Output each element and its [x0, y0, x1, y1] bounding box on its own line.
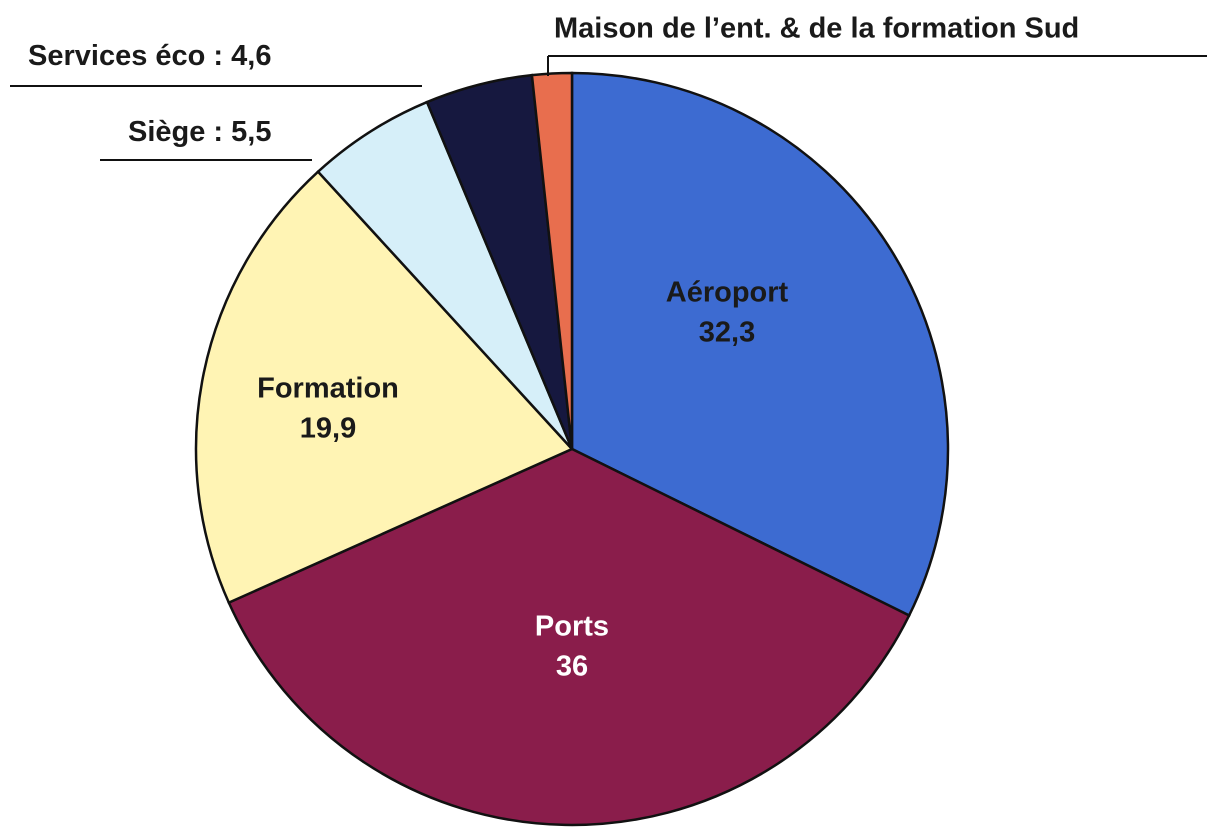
slice-value-label: 19,9 — [300, 413, 356, 445]
slice-label: Aéroport — [666, 277, 789, 309]
pie-slice — [194, 169, 575, 605]
slice-value-label: 32,3 — [699, 317, 755, 349]
slice-label-name: Services éco — [28, 40, 205, 72]
slice-label-name: Siège — [128, 116, 205, 148]
slice-value-label: 4,6 — [231, 40, 271, 72]
slice-label: Services éco : 4,6 — [28, 40, 271, 72]
slice-value-label: 36 — [556, 651, 588, 683]
slice-label-separator: : — [205, 40, 231, 72]
pie-slice — [530, 71, 574, 450]
slice-label-separator: : — [205, 116, 231, 148]
slice-value-label: 5,5 — [231, 116, 271, 148]
pie-slice — [227, 447, 911, 827]
slice-label: Siège : 5,5 — [128, 116, 271, 148]
pie-slice — [570, 71, 950, 618]
slice-label: Ports — [535, 611, 609, 643]
pie-slice — [316, 100, 574, 450]
slice-label: Formation — [257, 373, 399, 405]
slice-label: Maison de l’ent. & de la formation Sud — [554, 13, 1079, 45]
